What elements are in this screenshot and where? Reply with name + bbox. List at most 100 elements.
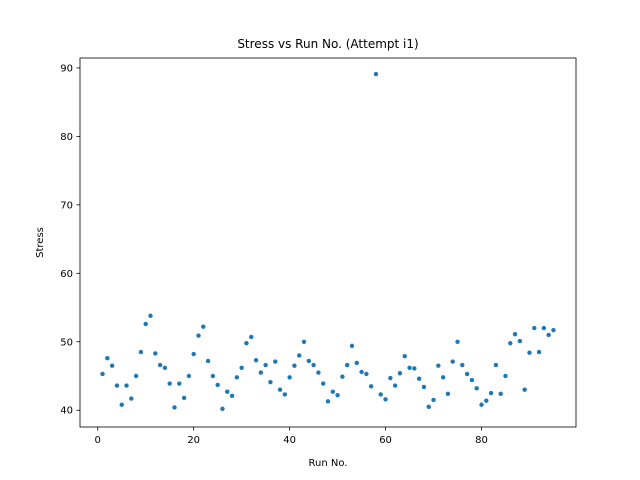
data-point — [426, 404, 431, 409]
data-point — [373, 71, 379, 77]
data-point — [321, 381, 326, 386]
data-point — [109, 363, 115, 368]
data-point — [225, 389, 230, 394]
data-point — [201, 324, 206, 329]
data-point — [522, 387, 527, 392]
data-point — [431, 397, 436, 403]
data-point — [436, 363, 441, 368]
data-point — [138, 349, 144, 355]
data-point — [100, 371, 105, 377]
x-tick-label: 20 — [187, 435, 200, 446]
data-point — [263, 362, 268, 368]
data-point — [114, 383, 120, 388]
y-tick-label: 70 — [60, 200, 73, 211]
scatter-points — [100, 71, 556, 412]
data-point — [412, 366, 417, 371]
x-tick-label: 60 — [379, 435, 392, 446]
y-axis: 40 50 60 70 80 90 — [60, 63, 80, 417]
data-point — [177, 381, 182, 386]
data-point — [253, 358, 259, 363]
data-point — [340, 374, 345, 379]
data-point — [124, 383, 129, 388]
data-point — [450, 359, 455, 364]
data-point — [133, 373, 139, 379]
data-point — [301, 339, 307, 344]
data-point — [517, 338, 523, 344]
data-point — [474, 386, 479, 391]
data-point — [229, 393, 235, 399]
data-point — [440, 375, 446, 380]
y-axis-label: Stress — [35, 227, 46, 258]
data-point — [479, 402, 484, 407]
data-point — [407, 365, 412, 370]
data-point — [234, 375, 240, 380]
data-point — [148, 313, 153, 318]
data-point — [244, 340, 249, 346]
data-point — [105, 356, 110, 361]
plot-frame — [79, 57, 577, 428]
data-point — [493, 362, 499, 368]
x-tick-label: 40 — [283, 435, 296, 446]
data-point — [503, 373, 508, 379]
data-point — [191, 351, 196, 357]
chart-title: Stress vs Run No. (Attempt i1) — [237, 37, 418, 51]
data-point — [488, 390, 494, 396]
data-point — [484, 398, 489, 403]
data-point — [119, 402, 124, 407]
data-point — [311, 362, 316, 368]
data-point — [172, 405, 177, 410]
data-point — [220, 406, 225, 412]
data-point — [157, 362, 163, 368]
x-axis: 0 20 40 60 80 — [95, 427, 488, 446]
data-point — [249, 334, 254, 340]
data-point — [445, 391, 451, 396]
data-point — [344, 362, 350, 368]
data-point — [239, 365, 244, 370]
data-point — [354, 360, 359, 366]
data-point — [383, 397, 388, 402]
data-point — [215, 382, 220, 388]
data-point — [205, 358, 211, 364]
data-point — [325, 399, 331, 404]
data-point — [297, 353, 302, 358]
data-point — [181, 395, 187, 401]
data-point — [469, 377, 475, 383]
data-point — [392, 383, 398, 388]
data-point — [388, 375, 393, 381]
data-point — [268, 379, 273, 385]
x-tick-label: 0 — [95, 435, 101, 446]
x-tick-label: 80 — [475, 435, 488, 446]
y-tick-label: 40 — [60, 406, 73, 417]
data-point — [330, 389, 335, 394]
data-point — [143, 321, 148, 327]
data-point — [282, 392, 288, 397]
data-point — [508, 340, 513, 346]
data-point — [536, 349, 542, 355]
data-point — [316, 370, 321, 375]
data-point — [349, 343, 355, 349]
data-point — [186, 373, 192, 379]
y-tick-label: 50 — [60, 337, 73, 348]
data-point — [378, 392, 383, 397]
data-point — [532, 325, 537, 331]
data-point — [335, 392, 340, 398]
data-point — [129, 396, 134, 401]
data-point — [397, 371, 403, 376]
data-point — [273, 359, 278, 364]
data-point — [306, 358, 312, 364]
data-point — [167, 381, 172, 386]
x-axis-label: Run No. — [309, 458, 348, 469]
data-point — [455, 339, 460, 344]
data-point — [277, 387, 283, 392]
y-tick-label: 90 — [60, 63, 73, 74]
data-point — [402, 353, 407, 359]
data-point — [364, 371, 369, 377]
data-point — [546, 332, 551, 338]
data-point — [292, 363, 297, 368]
data-point — [368, 384, 374, 389]
data-point — [541, 325, 547, 331]
data-point — [512, 332, 518, 337]
data-point — [359, 369, 364, 375]
y-tick-label: 80 — [60, 132, 73, 143]
